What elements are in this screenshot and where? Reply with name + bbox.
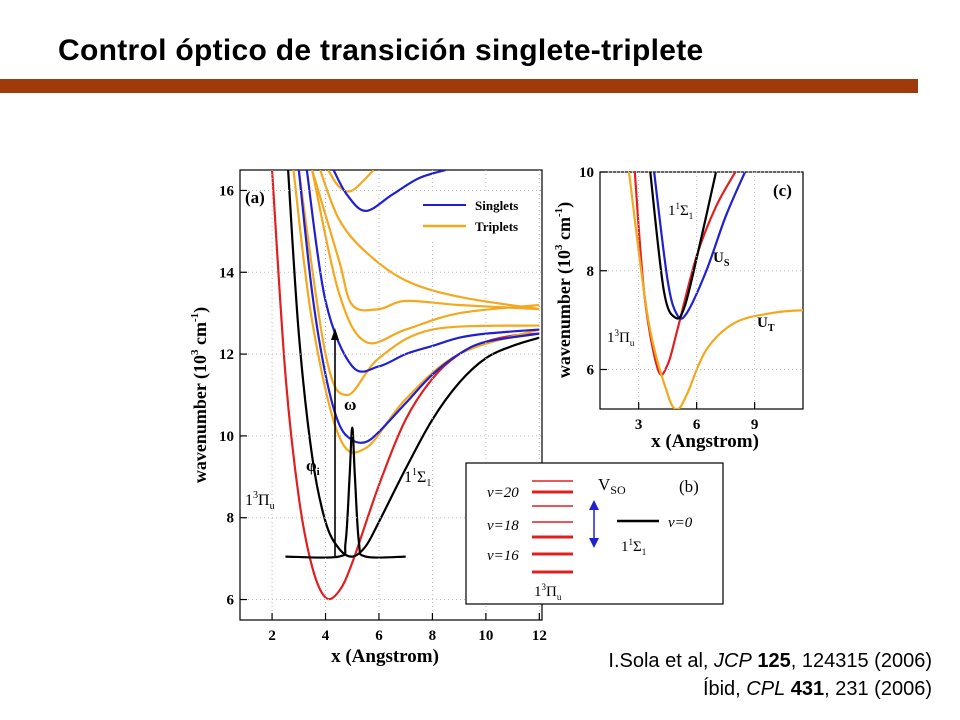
panel-c-ytick-label: 10 — [579, 165, 594, 181]
panel-a-xtick-label: 6 — [375, 628, 383, 644]
panel-c-xtick-label: 9 — [751, 417, 759, 433]
panel-a-xtick-label: 10 — [478, 628, 493, 644]
title-accent-bar — [0, 79, 918, 93]
citation-1-pages: , 124315 (2006) — [790, 650, 932, 672]
panel-a-series-triplets — [311, 170, 540, 312]
phi-i-label: φi — [306, 456, 320, 478]
slide-title: Control óptico de transición singlete-tr… — [58, 34, 704, 67]
panel-a-series-singlets — [332, 170, 447, 213]
panel-a-series-singlets — [305, 170, 540, 373]
panel-a-series-singlets — [297, 170, 540, 444]
citation-2-volume: 431 — [790, 678, 825, 700]
legend-box — [415, 193, 537, 240]
level-v16-label: v=16 — [487, 548, 519, 564]
omega-arrowhead — [331, 328, 339, 340]
citation-2-pages: , 231 (2006) — [824, 678, 932, 700]
panel-a-ytick-label: 6 — [227, 593, 235, 609]
panel-c-ytick-label: 6 — [587, 363, 595, 379]
citation-1-journal: JCP — [714, 650, 752, 672]
panel-a-series-triplets — [319, 170, 540, 311]
state-3pi-label-b: 13Πu — [534, 582, 562, 602]
vso-arrowhead-down — [589, 538, 599, 548]
panel-b-label: (b) — [679, 477, 699, 496]
panel-a-xtick-label: 2 — [268, 628, 276, 644]
panel-a-label: (a) — [245, 188, 265, 207]
panel-a-series-triplets — [297, 170, 540, 397]
panel-a-xtick-label: 4 — [322, 628, 330, 644]
panel-a-series-triplets — [311, 170, 540, 345]
citation-1: I.Sola et al, JCP 125, 124315 (2006) — [608, 650, 932, 673]
state-1sigma-label-a: 11Σ1 — [404, 467, 431, 489]
panel-a-xtick-label: 8 — [429, 628, 437, 644]
panel-c-plot — [627, 172, 803, 409]
panel-a-xtick-label: 12 — [532, 628, 547, 644]
legend: Singlets Triplets — [415, 193, 537, 240]
panel-c-series-1-1 — [649, 172, 718, 320]
panel-b-levels — [532, 480, 659, 574]
panel-c-axes: 3 6 9 6 8 10 — [579, 165, 803, 433]
panel-a-ytick-label: 8 — [227, 511, 235, 527]
level-v18-label: v=18 — [487, 518, 519, 534]
panel-a-axes: 2 4 6 8 10 12 6 8 10 12 14 16 — [219, 170, 547, 644]
citation-2-journal: CPL — [746, 678, 786, 700]
panel-c-frame — [599, 171, 804, 410]
citation-1-author: I.Sola et al, — [608, 650, 715, 672]
omega-label: ω — [344, 395, 356, 414]
panel-c-xtick-label: 6 — [693, 417, 701, 433]
panel-a-ylabel: wavenumber (103 cm-1) — [189, 307, 211, 483]
panel-a-frame — [239, 169, 543, 621]
panel-c-xlabel: x (Angstrom) — [651, 431, 759, 452]
ut-label: UT — [757, 315, 775, 334]
panel-a-ytick-label: 14 — [219, 265, 235, 281]
panel-a-series--i — [285, 426, 406, 559]
panel-a-xlabel: x (Angstrom) — [331, 646, 439, 667]
panel-a-ytick-label: 12 — [219, 347, 234, 363]
vso-arrowhead-up — [589, 500, 599, 510]
panel-c-xtick-label: 3 — [635, 417, 643, 433]
panel-c-ytick-label: 8 — [587, 264, 595, 280]
citation-1-volume: 125 — [757, 650, 791, 672]
panel-c-ylabel: wavenumber (103 cm-1) — [553, 202, 575, 378]
level-v0-label: v=0 — [668, 515, 693, 531]
state-1sigma-label-c: 11Σ1 — [668, 201, 693, 221]
panel-a-series-1-1 — [287, 170, 540, 558]
us-label: US — [713, 250, 730, 269]
level-v20-label: v=20 — [487, 485, 519, 501]
citation-2: Íbid, CPL 431, 231 (2006) — [703, 678, 932, 701]
panel-c-series-us — [653, 172, 747, 320]
legend-triplets-label: Triplets — [475, 219, 518, 234]
state-1sigma-label-b: 11Σ1 — [621, 537, 646, 557]
panel-a-ytick-label: 10 — [219, 429, 234, 445]
citation-2-author: Íbid, — [702, 678, 747, 700]
state-3pi-label-a: 13Πu — [245, 490, 275, 512]
state-3pi-label-c: 13Πu — [607, 328, 635, 348]
legend-singlets-label: Singlets — [475, 198, 518, 213]
panel-a-ytick-label: 16 — [219, 183, 235, 199]
panel-c-label: (c) — [773, 181, 792, 200]
panel-c-series-ut — [627, 172, 803, 409]
